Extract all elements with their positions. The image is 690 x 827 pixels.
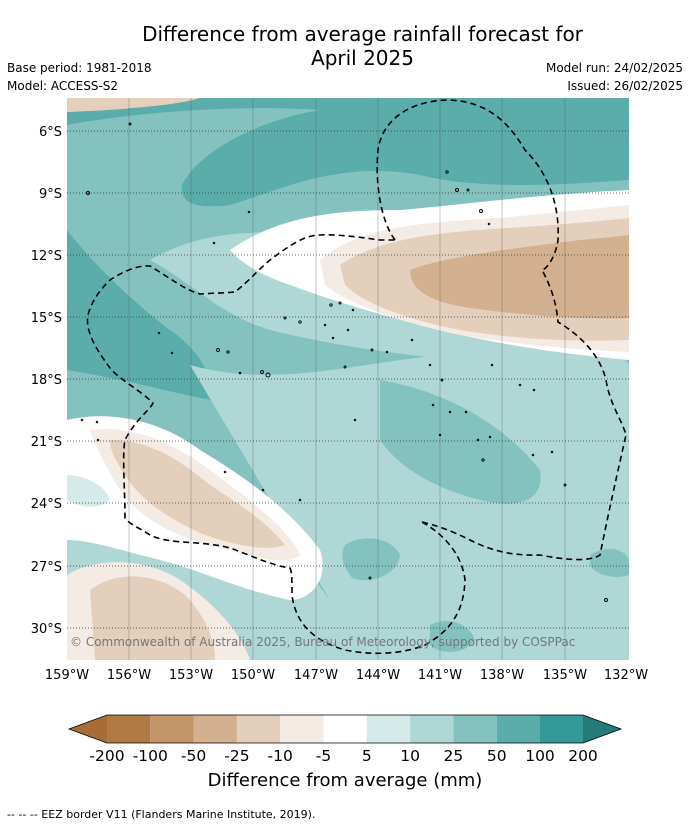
title-line-2: April 2025 [311, 46, 414, 70]
lat-label: 18°S [31, 373, 62, 388]
colorbar-swatch [323, 715, 367, 743]
colorbar-swatch [366, 715, 411, 743]
lon-label: 144°W [356, 668, 400, 683]
lat-label: 12°S [31, 249, 62, 264]
colorbar-swatch [107, 715, 151, 743]
colorbar-swatch [453, 715, 497, 743]
lon-label: 141°W [418, 668, 462, 683]
model-run-text: Model run: 24/02/2025 [545, 61, 683, 75]
lon-label: 138°W [480, 668, 524, 683]
colorbar-ticks: -200 -100 -50 -25 -10 -5 5 10 25 50 100 … [89, 747, 597, 765]
colorbar-tick-label: -100 [133, 747, 168, 765]
colorbar-tick-label: 200 [568, 747, 598, 765]
meta-left: Base period: 1981-2018 Model: ACCESS-S2 [7, 59, 152, 95]
lat-label: 15°S [31, 311, 62, 326]
colorbar-swatch [410, 715, 454, 743]
colorbar-swatch [150, 715, 194, 743]
colorbar-swatch [540, 715, 583, 743]
issued-text: Issued: 26/02/2025 [567, 79, 683, 93]
colorbar-tick-label: -200 [89, 747, 124, 765]
chart-title: Difference from average rainfall forecas… [0, 22, 690, 70]
title-line-1: Difference from average rainfall forecas… [142, 22, 583, 46]
lat-label: 27°S [31, 560, 62, 575]
colorbar-swatch [236, 715, 281, 743]
colorbar-tick-label: -5 [316, 747, 331, 765]
colorbar-tick-label: 25 [444, 747, 464, 765]
lat-label: 9°S [39, 187, 62, 202]
colorbar-tick-label: -25 [224, 747, 249, 765]
lon-label: 135°W [543, 668, 587, 683]
longitude-labels: 159°W 156°W 153°W 150°W 147°W 144°W 141°… [45, 668, 648, 683]
lon-label: 132°W [604, 668, 648, 683]
base-period-text: Base period: 1981-2018 [7, 61, 152, 75]
lat-label: 30°S [31, 622, 62, 637]
island-outlines [80, 122, 608, 602]
colorbar-swatch [583, 715, 621, 743]
colorbar-swatch [280, 715, 324, 743]
meta-right: Model run: 24/02/2025 Issued: 26/02/2025 [546, 59, 683, 95]
latitude-labels: 6°S 9°S 12°S 15°S 18°S 21°S 24°S 27°S 30… [31, 125, 62, 637]
colorbar-label: Difference from average (mm) [207, 770, 483, 791]
lon-label: 147°W [294, 668, 338, 683]
colorbar-swatch [496, 715, 540, 743]
eez-border [86, 99, 627, 655]
lat-label: 21°S [31, 435, 62, 450]
colorbar: -200 -100 -50 -25 -10 -5 5 10 25 50 100 … [67, 714, 623, 765]
colorbar-tick-label: 5 [362, 747, 372, 765]
lon-label: 159°W [45, 668, 89, 683]
lon-label: 156°W [107, 668, 151, 683]
copyright-text: © Commonwealth of Australia 2025, Bureau… [70, 635, 575, 649]
colorbar-outline [67, 714, 623, 744]
model-text: Model: ACCESS-S2 [7, 79, 119, 93]
colorbar-swatch [193, 715, 237, 743]
lon-label: 150°W [231, 668, 275, 683]
colorbar-tick-label: 10 [400, 747, 420, 765]
colorbar-tick-label: 50 [487, 747, 507, 765]
lat-label: 6°S [39, 125, 62, 140]
eez-note: -- -- -- EEZ border V11 (Flanders Marine… [7, 808, 316, 821]
colorbar-swatch [69, 715, 107, 743]
colorbar-tick-label: 100 [525, 747, 555, 765]
lon-label: 153°W [169, 668, 213, 683]
latitude-lines [67, 130, 629, 629]
lat-label: 24°S [31, 497, 62, 512]
colorbar-tick-label: -10 [268, 747, 293, 765]
colorbar-tick-label: -50 [181, 747, 206, 765]
